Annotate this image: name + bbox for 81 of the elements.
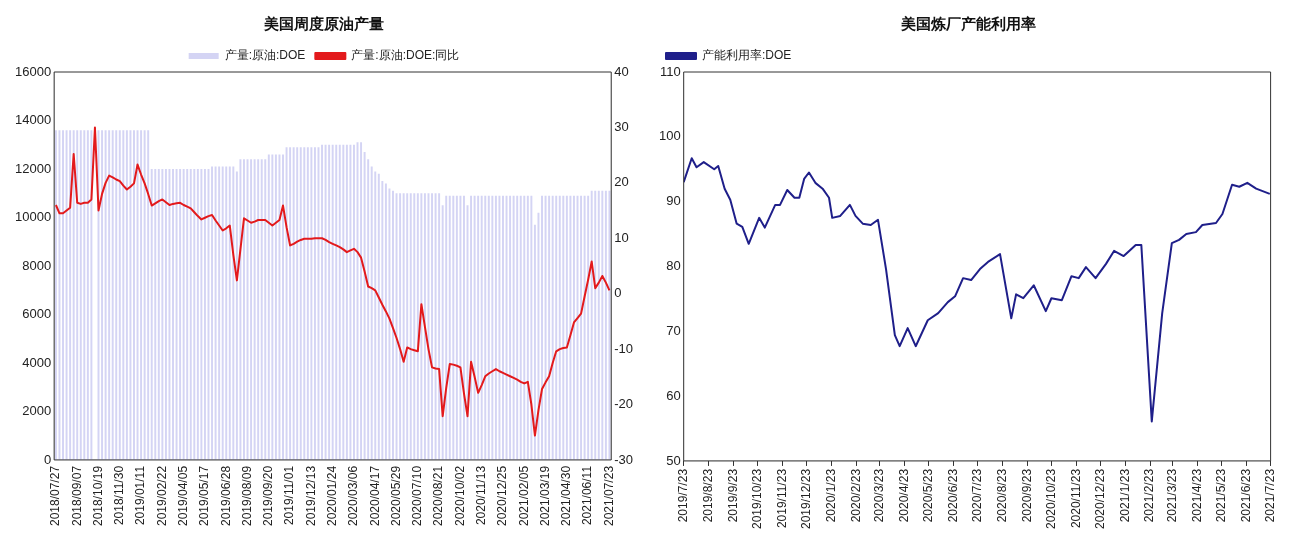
x-tick-label: 2021/06/11 [580,465,595,526]
y-tick-label: 90 [666,193,681,209]
y-tick-label: 80 [666,258,681,274]
x-tick-label: 2020/01/24 [324,465,339,526]
x-tick-label: 2020/3/23 [871,468,886,523]
y-tick-label: 8000 [22,257,52,273]
x-tick-label: 2020/03/06 [346,465,361,526]
x-tick-label: 2021/1/23 [1117,468,1132,523]
legend-label: 产量:原油:DOE [224,48,306,63]
y-tick-label: 60 [666,387,681,403]
x-tick-label: 2020/6/23 [945,468,960,523]
y2-tick-label: 40 [614,63,629,79]
y-tick-label: 70 [666,322,681,338]
x-tick-label: 2021/04/30 [559,465,574,526]
x-tick-label: 2019/01/11 [133,465,148,526]
x-tick-label: 2020/2/23 [848,468,863,523]
legend-label: 产能利用率:DOE [702,48,792,63]
x-tick-label: 2019/11/01 [282,465,297,526]
x-tick-label: 2020/08/21 [431,465,446,526]
x-tick-label: 2019/04/05 [175,465,190,526]
y-tick-label: 2000 [22,403,52,419]
x-tick-label: 2021/03/19 [537,465,552,526]
x-tick-label: 2019/05/17 [197,465,212,526]
chart-title: 美国周度原油产量 [263,15,384,33]
y-tick-label: 100 [658,128,681,144]
x-tick-label: 2019/09/20 [261,465,276,526]
y2-tick-label: 10 [614,229,629,245]
x-tick-label: 2021/2/23 [1142,468,1157,523]
x-tick-label: 2020/05/29 [388,465,403,526]
x-tick-label: 2019/9/23 [725,468,740,523]
y2-tick-label: 0 [614,285,622,301]
x-tick-label: 2020/1/23 [823,468,838,523]
y-tick-label: 10000 [14,209,52,225]
x-tick-label: 2018/11/30 [112,465,127,526]
y-tick-label: 12000 [14,160,52,176]
x-tick-label: 2018/07/27 [48,465,63,526]
x-tick-label: 2018/10/19 [90,465,105,526]
x-tick-label: 2019/7/23 [676,468,690,523]
x-tick-label: 2021/02/05 [516,465,531,526]
x-tick-label: 2021/7/23 [1262,468,1277,523]
x-tick-label: 2020/4/23 [896,468,911,523]
y-tick-label: 16000 [14,63,52,79]
x-tick-label: 2020/11/23 [1068,468,1083,529]
x-tick-label: 2019/8/23 [700,468,715,523]
x-tick-label: 2021/4/23 [1189,468,1204,523]
x-tick-label: 2019/11/23 [774,468,789,529]
y-tick-label: 110 [659,63,681,79]
x-tick-label: 2019/10/23 [749,468,764,529]
y2-tick-label: -10 [614,340,634,356]
x-tick-label: 2018/09/07 [69,465,84,526]
x-tick-label: 2020/7/23 [969,468,984,523]
x-tick-label: 2019/08/09 [239,465,254,526]
x-tick-label: 2019/12/23 [798,468,813,529]
x-tick-label: 2020/11/13 [474,465,489,526]
x-tick-label: 2021/07/23 [601,465,616,526]
x-tick-label: 2020/10/23 [1043,468,1058,529]
x-tick-label: 2020/8/23 [994,468,1009,523]
x-tick-label: 2020/9/23 [1019,468,1034,523]
x-tick-label: 2020/10/02 [452,465,467,526]
x-tick-label: 2019/12/13 [303,465,318,526]
x-tick-label: 2021/6/23 [1238,468,1253,523]
y2-tick-label: 20 [614,174,629,190]
legend-label: 产量:原油:DOE:同比 [351,48,460,63]
x-tick-label: 2020/12/25 [495,465,510,526]
y-tick-label: 0 [43,451,52,467]
chart-title: 美国炼厂产能利用率 [899,15,1036,33]
y-tick-label: 4000 [22,354,52,370]
y-tick-label: 14000 [14,112,52,128]
y2-tick-label: -20 [614,396,634,412]
x-tick-label: 2020/04/17 [367,465,382,526]
y-tick-label: 50 [666,452,681,468]
x-tick-label: 2019/06/28 [218,465,233,526]
x-tick-label: 2021/5/23 [1213,468,1228,523]
y-tick-label: 6000 [22,306,52,322]
y2-tick-label: 30 [614,119,629,134]
x-tick-label: 2020/5/23 [920,468,935,523]
x-tick-label: 2021/3/23 [1164,468,1179,523]
y2-tick-label: -30 [614,451,634,467]
x-tick-label: 2020/12/23 [1092,468,1107,529]
x-tick-label: 2019/02/22 [154,465,169,526]
x-tick-label: 2020/07/10 [410,465,425,526]
